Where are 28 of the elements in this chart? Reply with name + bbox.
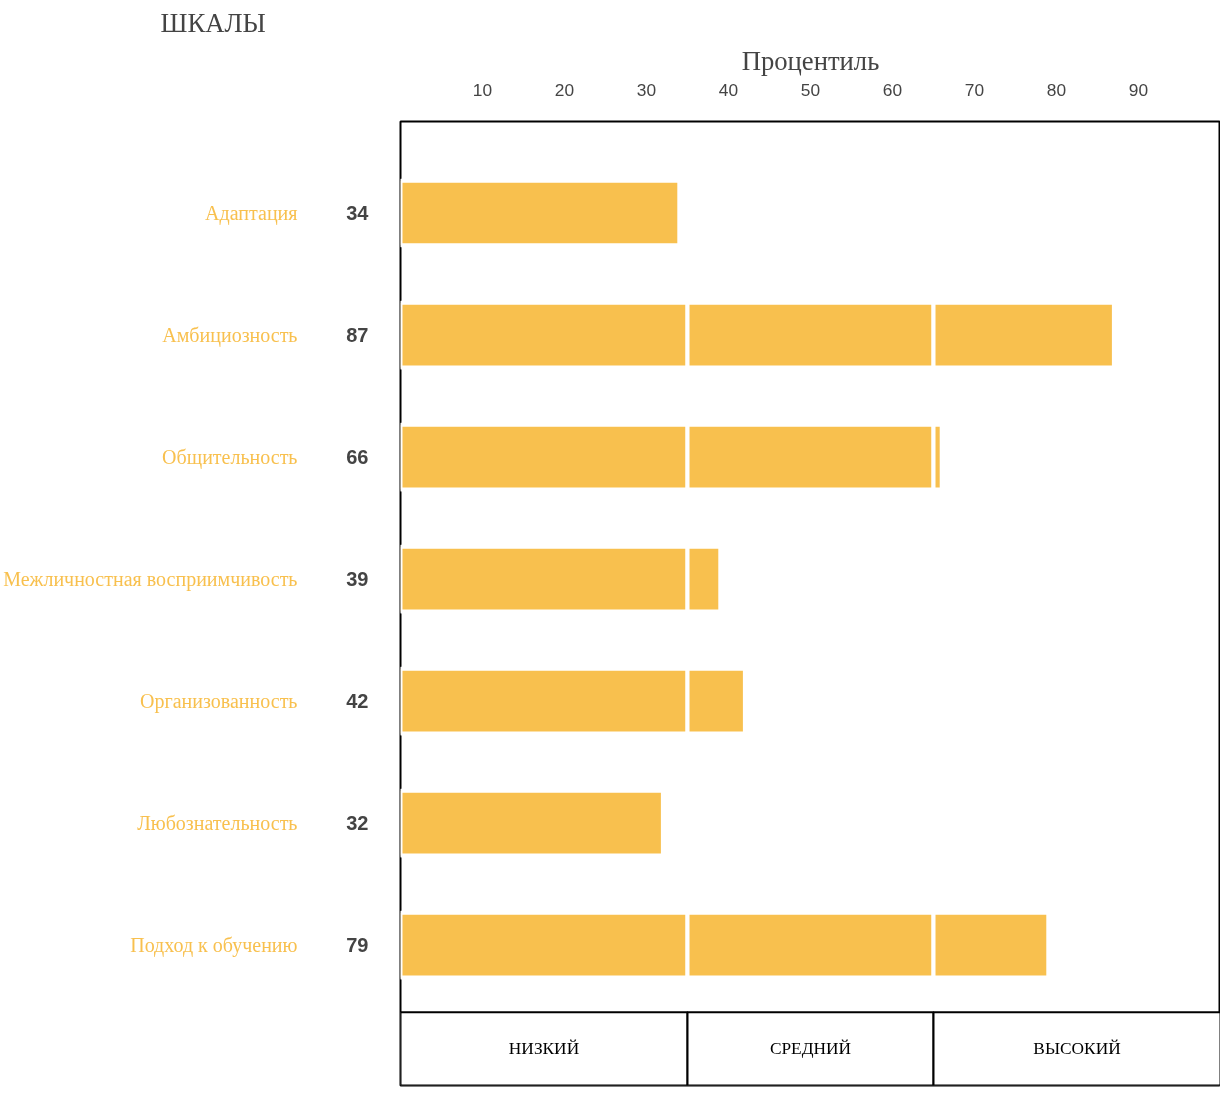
y-tick-label: Любознательность <box>137 812 298 835</box>
x-tick-label: 30 <box>636 79 657 100</box>
total-label: 42 <box>346 690 369 713</box>
x-tick-label: 90 <box>1128 79 1149 100</box>
y-tick-label: Амбициозность <box>162 324 298 348</box>
band-label: ВЫСОКИЙ <box>1033 1039 1121 1059</box>
total-label: 79 <box>346 934 369 957</box>
y-tick-label: Межличностная восприимчивость <box>3 568 298 592</box>
total-label: 66 <box>346 446 369 469</box>
total-label: 39 <box>346 568 369 591</box>
y-tick-label: Общительность <box>162 446 298 470</box>
y-tick-label: Адаптация <box>205 202 298 226</box>
y-tick-label: Подход к обучению <box>130 934 298 958</box>
band-label: НИЗКИЙ <box>508 1039 580 1059</box>
chart-title: ШКАЛЫ <box>160 7 266 38</box>
x-tick-label: 60 <box>882 79 903 100</box>
band-label: СРЕДНИЙ <box>769 1039 852 1059</box>
total-label: 34 <box>346 202 370 225</box>
x-axis-title: Процентиль <box>741 45 880 76</box>
x-tick-label: 20 <box>554 79 575 100</box>
total-label: 87 <box>346 324 369 347</box>
x-tick-label: 40 <box>718 79 739 100</box>
x-tick-label: 50 <box>800 79 821 100</box>
x-tick-label: 10 <box>472 79 493 100</box>
y-tick-label: Организованность <box>140 690 298 714</box>
x-tick-label: 80 <box>1046 79 1067 100</box>
x-tick-label: 70 <box>964 79 985 100</box>
total-label: 32 <box>346 812 369 835</box>
